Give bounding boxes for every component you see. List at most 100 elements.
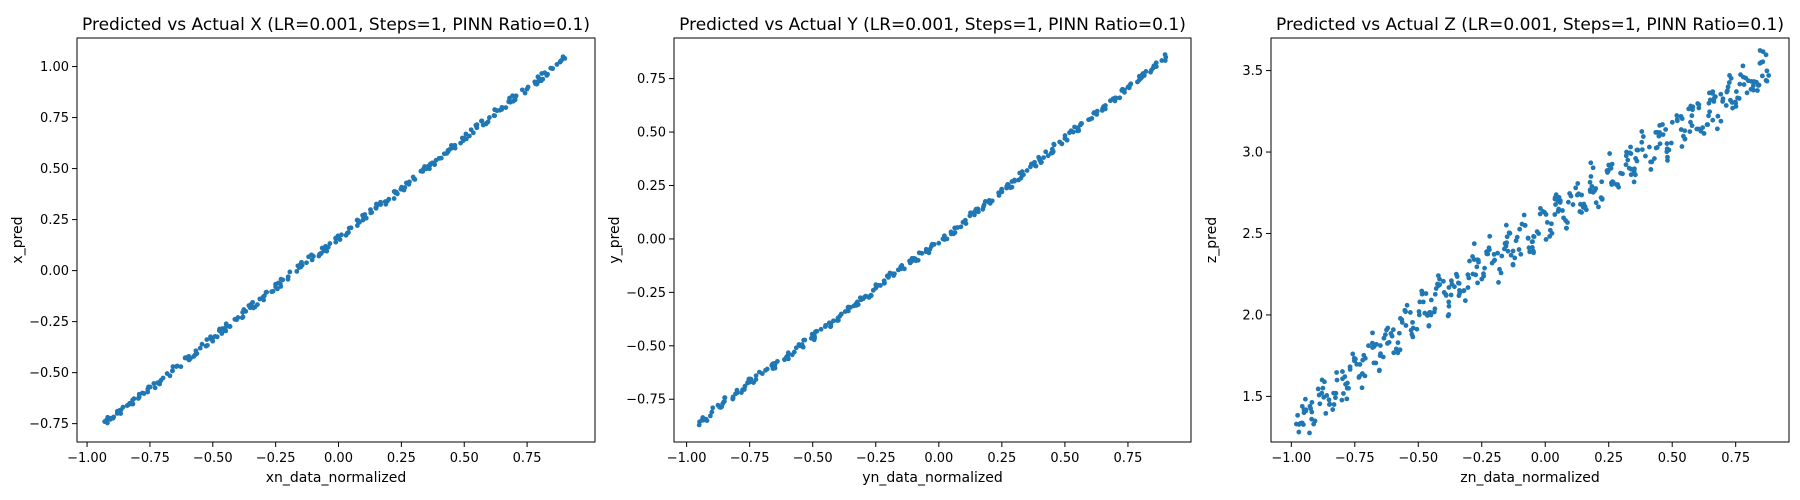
scatter-point [147,384,153,390]
scatter-point [1718,91,1724,97]
scatter-point [1457,288,1462,293]
scatter-point [304,260,309,266]
scatter-point [1525,236,1531,241]
scatter-point [1733,103,1739,109]
scatter-point [1350,351,1356,357]
scatter-point [333,239,339,245]
x-tick-label: 0.50 [1658,451,1687,466]
scatter-point [1609,161,1615,167]
scatter-point [1506,230,1512,236]
scatter-point [234,317,240,323]
scatter-point [1499,253,1505,259]
scatter-point [1390,327,1396,333]
scatter-point [194,351,200,356]
scatter-point [1549,221,1554,227]
scatter-point [1454,274,1460,279]
scatter-point [831,318,836,324]
scatter-point [936,240,942,246]
x-tick-label: −0.75 [130,451,170,466]
scatter-point [463,131,469,137]
scatter-point [1045,153,1051,159]
scatter-point [1311,421,1317,427]
scatter-point [1330,407,1336,412]
x-tick-label: −1.00 [667,451,707,466]
scatter-point [339,232,344,238]
scatter-point [1079,121,1084,127]
scatter-point [1556,206,1562,212]
scatter-point [1122,87,1127,93]
scatter-point [1334,377,1340,383]
scatter-point [374,201,379,207]
y-axis-label-x: x_pred [10,216,26,263]
scatter-point [1341,391,1346,396]
scatter-point [886,274,892,280]
scatter-point [1456,293,1462,299]
scatter-point [863,293,868,299]
scatter-point [346,225,352,231]
scatter-point [793,345,799,351]
scatter-point [1389,333,1395,339]
scatter-point [1057,139,1063,145]
scatter-point [1704,122,1710,128]
scatter-point [241,307,247,312]
scatter-point [1664,141,1670,146]
scatter-point [1686,106,1692,112]
scatter-point [204,337,210,342]
scatter-point [1448,292,1454,298]
y-tick-label: 3.0 [1242,146,1263,161]
scatter-point [1623,162,1629,168]
scatter-point [1432,291,1438,297]
scatter-point [275,286,280,292]
y-tick-label: 2.0 [1242,308,1263,323]
scatter-point [1428,297,1434,303]
scatter-point [1498,270,1504,276]
scatter-point [1471,241,1477,247]
scatter-point [1381,335,1387,341]
scatter-point [1327,401,1333,407]
scatter-point [1713,94,1718,100]
scatter-point [1462,298,1468,304]
scatter-point [1512,255,1518,261]
scatter-point [952,230,958,235]
scatter-point [1635,147,1641,153]
scatter-point [972,209,978,215]
scatter-point [1653,129,1659,135]
x-ticks-x: −1.00 −0.75 −0.50 −0.25 0.00 0.25 0.50 0.75 [67,442,542,466]
scatter-point [1615,182,1620,187]
scatter-point [1333,395,1338,401]
scatter-point [1549,230,1555,236]
scatter-point [1302,396,1308,402]
scatter-point [1309,409,1315,415]
axes-frame-x [76,37,596,443]
scatter-point [1416,309,1422,314]
scatter-point [1420,299,1426,305]
scatter-point [1062,133,1068,138]
scatter-point [1474,264,1480,270]
scatter-point [1398,316,1403,321]
scatter-point [1404,302,1410,308]
scatter-point [1481,271,1486,277]
scatter-point [1487,233,1493,239]
scatter-point [124,403,130,408]
scatter-point [503,105,509,110]
scatter-point [1126,85,1132,91]
y-tick-label: 0.50 [637,126,666,141]
scatter-point [895,267,901,273]
scatter-point [1590,189,1596,195]
scatter-point [1417,299,1423,305]
y-ticks-z: 1.5 2.0 2.5 3.0 3.5 [1242,64,1271,405]
x-tick-label: 0.25 [1594,451,1623,466]
scatter-point [533,81,538,87]
scatter-point [1396,330,1402,336]
scatter-point [1410,334,1416,340]
scatter-point [1362,355,1368,361]
scatter-point [255,302,260,308]
scatter-point [1437,282,1443,287]
scatter-point [1689,123,1695,129]
scatter-point [164,371,170,376]
scatter-point [710,405,716,411]
scatter-point [785,356,791,362]
scatter-point [1050,150,1056,156]
scatter-point [1744,90,1750,96]
y-axis-label-y: y_pred [607,216,623,263]
